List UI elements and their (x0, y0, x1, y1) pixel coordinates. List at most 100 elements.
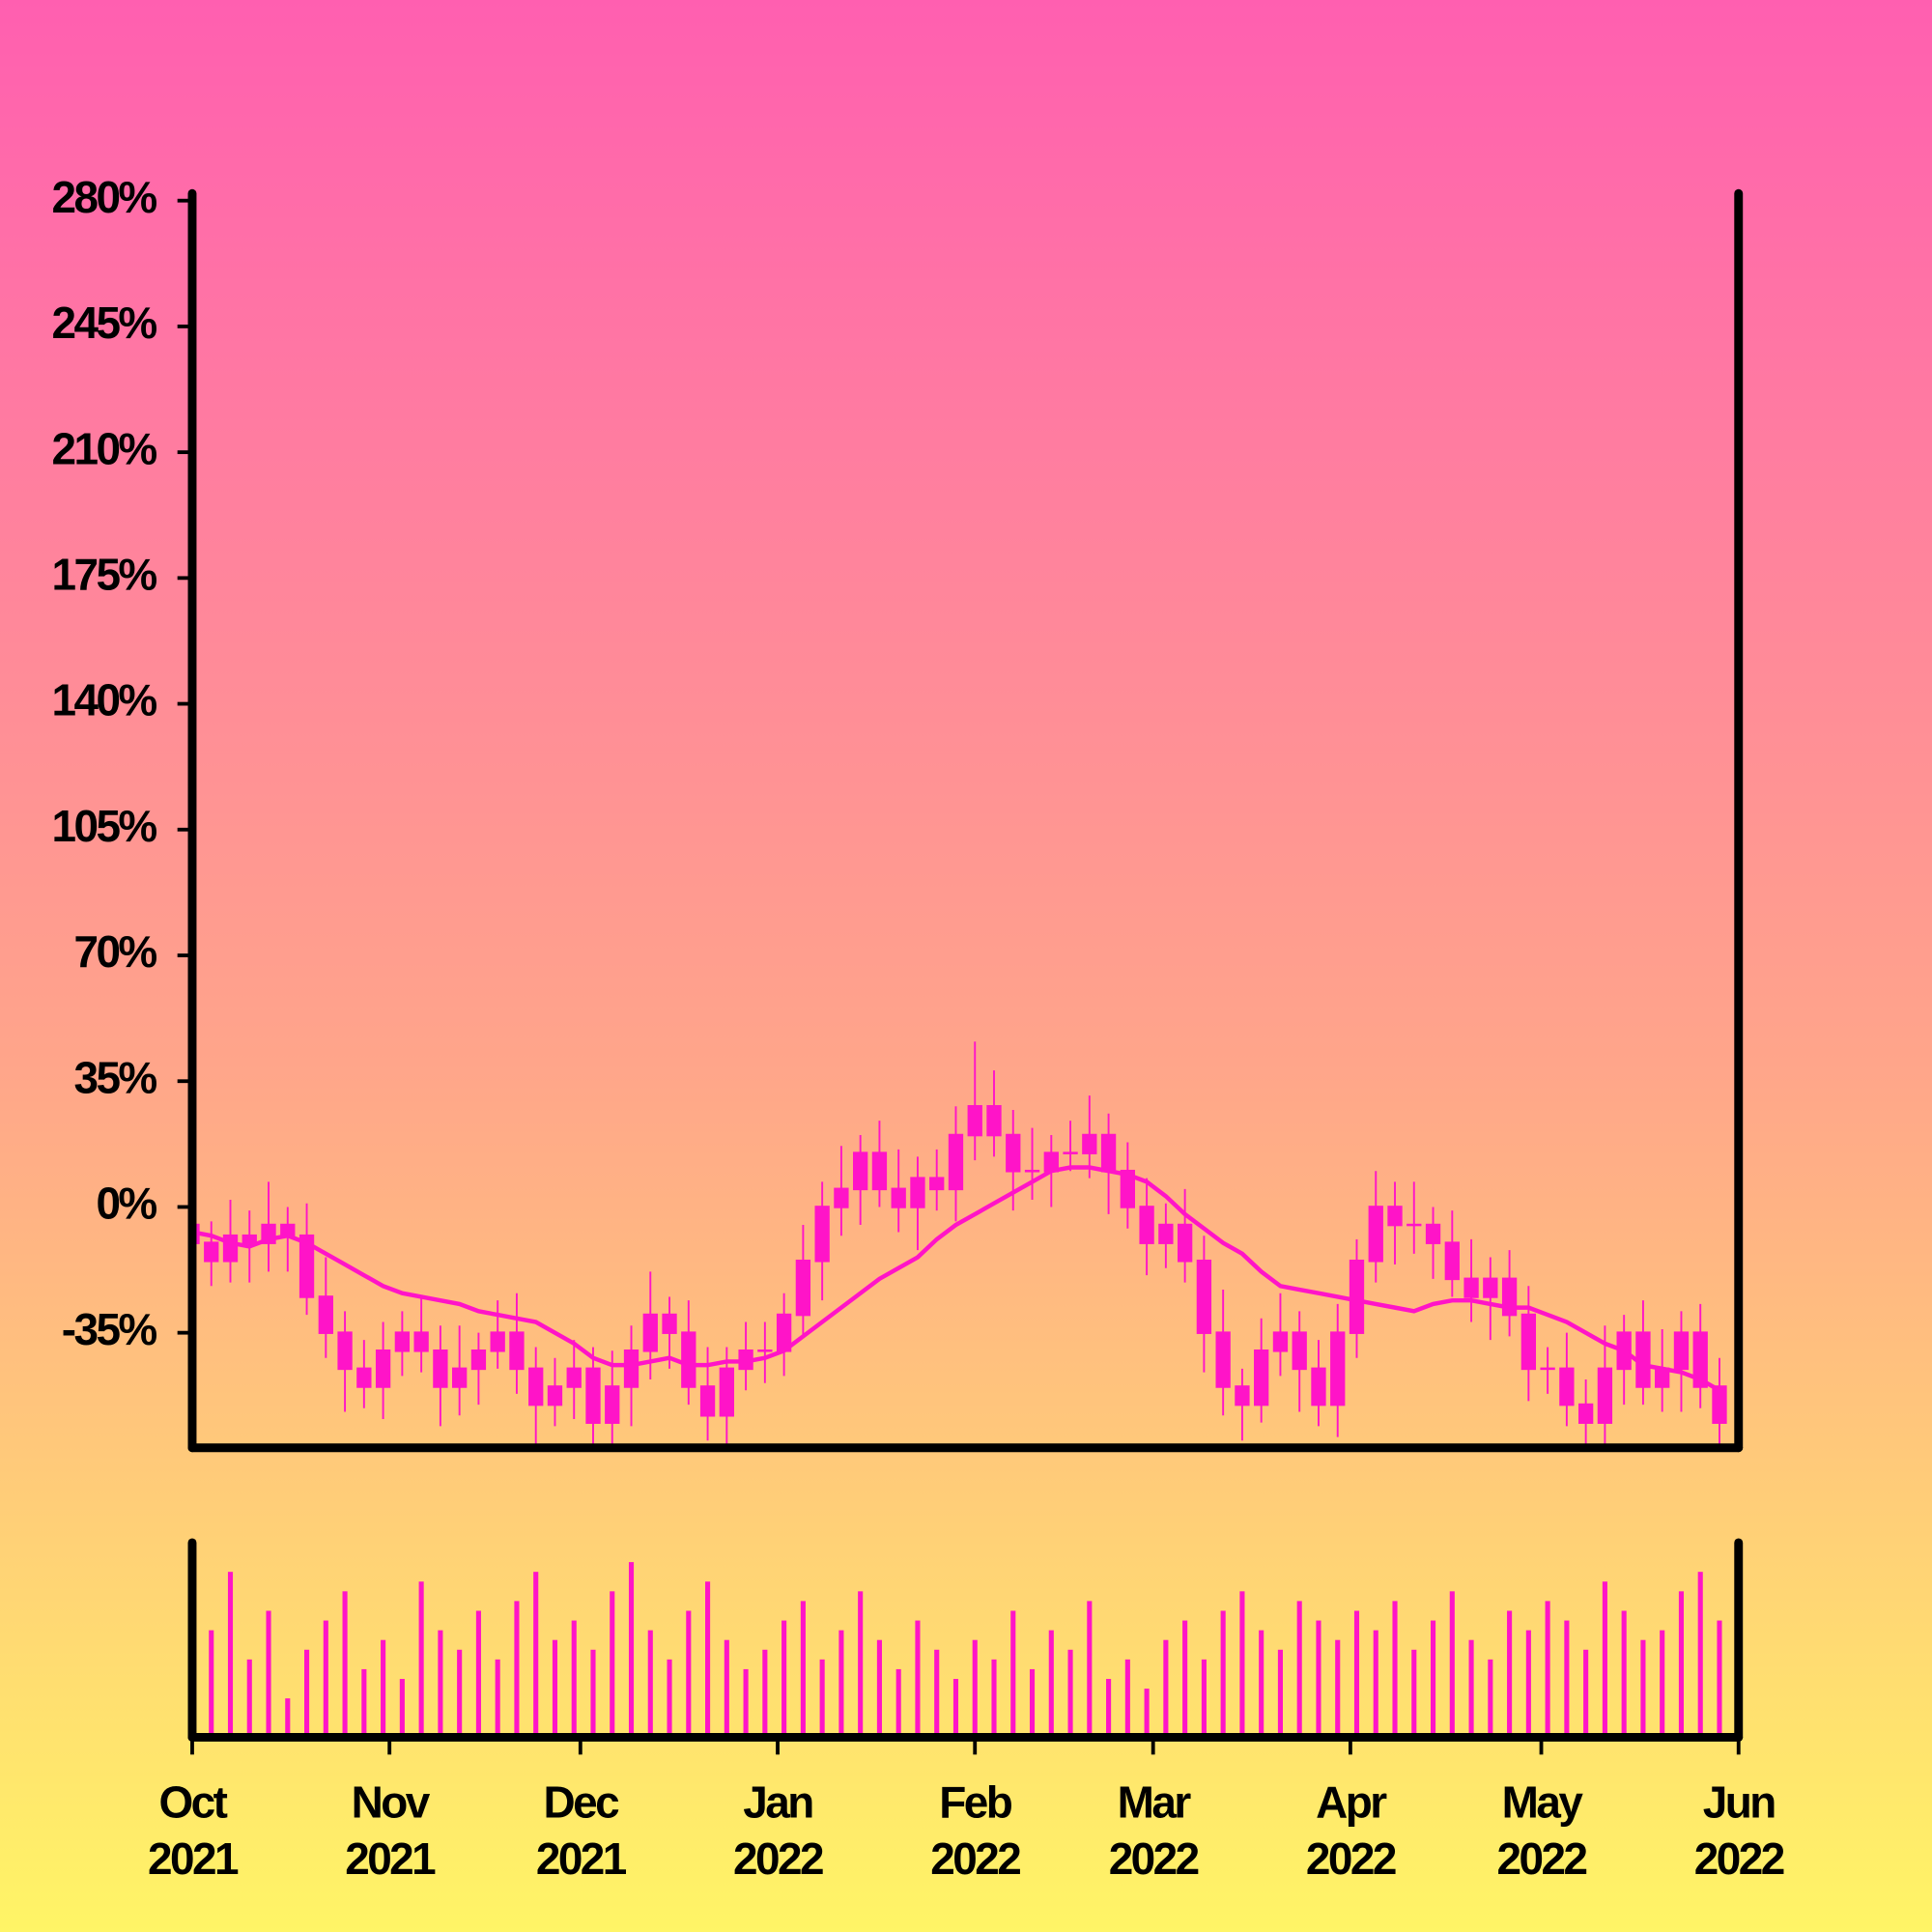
candle-body (1483, 1277, 1498, 1298)
candle-body (394, 1331, 411, 1352)
candle-body (1139, 1206, 1154, 1244)
candle-body (834, 1187, 849, 1208)
volume-bar (647, 1630, 653, 1738)
candle-body (585, 1367, 601, 1424)
candle-body (298, 1234, 315, 1298)
price-plot (191, 1041, 1727, 1448)
volume-bar (1564, 1620, 1570, 1738)
volume-bar (895, 1668, 901, 1738)
candle-body (1597, 1367, 1613, 1424)
candle-body (1520, 1313, 1537, 1371)
volume-bar (1010, 1610, 1016, 1738)
candle-body (1501, 1277, 1518, 1317)
volume-bar (1602, 1581, 1607, 1738)
candle-body (509, 1331, 525, 1371)
volume-bar (1717, 1620, 1722, 1738)
volume-bar (209, 1630, 214, 1738)
x-tick-label: Apr 2022 (1305, 1776, 1398, 1885)
volume-bar (227, 1572, 234, 1738)
volume-bar (1525, 1630, 1531, 1738)
volume-bar (762, 1649, 768, 1738)
volume-bar (1545, 1601, 1550, 1738)
candle-body (1540, 1367, 1555, 1371)
candle-body (204, 1241, 219, 1263)
x-tick-label: Mar 2022 (1108, 1776, 1201, 1885)
volume-bar (418, 1581, 424, 1738)
volume-bar (1507, 1610, 1513, 1738)
volume-bar (1449, 1591, 1455, 1738)
volume-bar (361, 1668, 367, 1738)
candle-body (356, 1367, 372, 1388)
volume-bar (1201, 1659, 1207, 1738)
volume-bar (1678, 1591, 1685, 1738)
volume-bar (1353, 1610, 1360, 1738)
candle-body (1673, 1331, 1690, 1371)
volume-bar (438, 1630, 443, 1738)
volume-bar (1087, 1601, 1093, 1738)
x-tick-label: Dec 2021 (535, 1776, 628, 1885)
volume-bar (1488, 1659, 1493, 1738)
candle-body (948, 1133, 964, 1191)
volume-bar (724, 1639, 729, 1738)
y-tick-label: 140% (51, 675, 156, 725)
volume-bar (1660, 1630, 1665, 1738)
candle-body (1254, 1349, 1269, 1406)
candle-body (929, 1177, 945, 1191)
volume-bar (246, 1659, 252, 1738)
candle-body (910, 1177, 925, 1208)
candle-body (528, 1367, 544, 1406)
volume-bar (399, 1679, 405, 1738)
candle-body (776, 1313, 792, 1352)
candle-body (967, 1104, 982, 1137)
candle-body (470, 1349, 487, 1371)
candle-body (1406, 1223, 1422, 1227)
volume-bar (1048, 1630, 1054, 1738)
volume-bar (1621, 1610, 1627, 1738)
volume-bar (781, 1620, 787, 1738)
volume-bar (1316, 1620, 1321, 1738)
candle-body (337, 1331, 353, 1371)
volume-bar (1106, 1679, 1112, 1738)
x-tick-label: May 2022 (1496, 1776, 1589, 1885)
volume-bar (475, 1610, 481, 1738)
volume-bar (800, 1601, 806, 1738)
candle-body (1463, 1277, 1479, 1298)
candle-body (413, 1331, 429, 1352)
candle-body (1349, 1259, 1365, 1334)
y-tick-label: 280% (51, 172, 156, 222)
volume-bar (628, 1562, 635, 1738)
candle-body (1120, 1169, 1135, 1208)
candle-body (1043, 1151, 1059, 1173)
y-tick-label: 175% (51, 549, 156, 599)
candle-body (1311, 1367, 1326, 1406)
volume-bar (686, 1610, 692, 1738)
y-tick-label: 245% (51, 298, 156, 348)
volume-bar (934, 1649, 940, 1738)
volume-bar (1163, 1639, 1169, 1738)
volume-bar (1697, 1572, 1703, 1738)
volume-bar (876, 1639, 882, 1738)
candle-body (757, 1349, 773, 1352)
candle-body (1330, 1331, 1346, 1406)
candle-body (1158, 1223, 1174, 1244)
volume-bar (610, 1591, 615, 1738)
candle-body (1272, 1331, 1289, 1352)
candle-body (1577, 1403, 1594, 1424)
candle-body (853, 1151, 868, 1191)
candle-body (891, 1187, 906, 1208)
candle-body (681, 1331, 696, 1388)
volume-bar (952, 1679, 959, 1738)
volume-bar (342, 1591, 348, 1738)
volume-bar (1373, 1630, 1378, 1738)
volume-bar (285, 1698, 291, 1738)
candle-body (1559, 1367, 1575, 1406)
candle-body (1235, 1385, 1250, 1406)
candle-body (566, 1367, 582, 1388)
volume-bar (1640, 1639, 1646, 1738)
volume-bar (590, 1649, 596, 1738)
volume-bar (571, 1620, 577, 1738)
candle-body (1082, 1133, 1097, 1154)
